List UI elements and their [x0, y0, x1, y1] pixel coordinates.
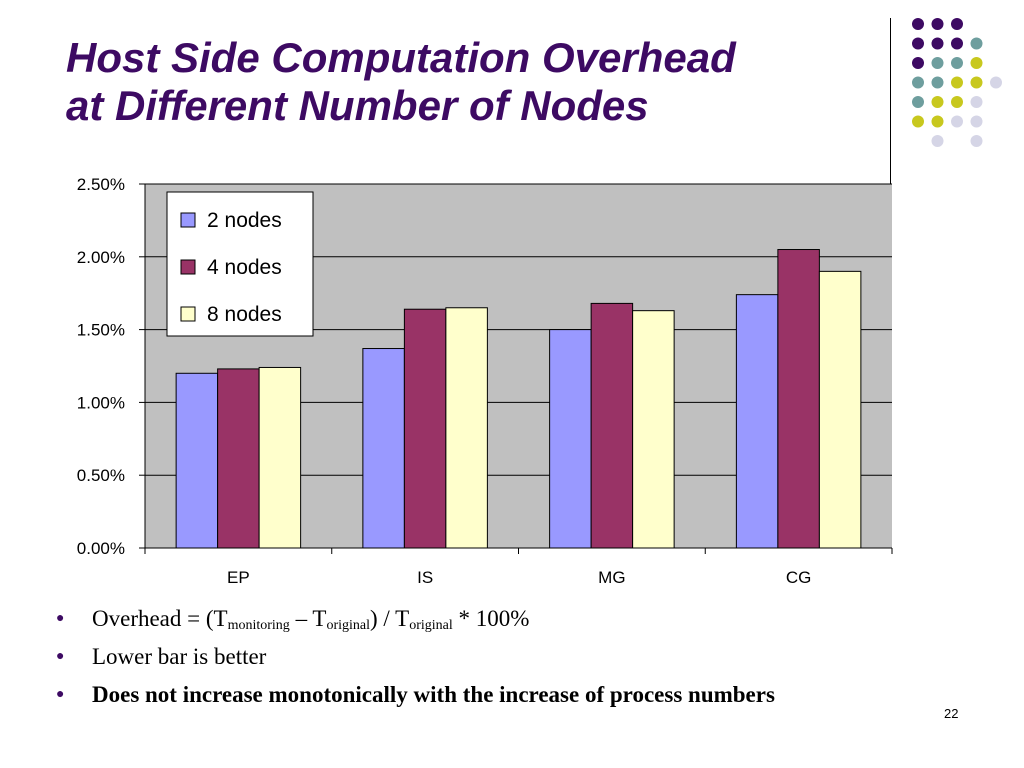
- bar-is-8-nodes: [445, 307, 488, 549]
- bar-is-2-nodes: [362, 348, 405, 549]
- y-tick-label: 0.00%: [77, 539, 125, 558]
- bar-chart: 0.00% 0.50% 1.00% 1.50% 2.00% 2.50% EP IS MG CG 2 …: [77, 175, 893, 587]
- bullet-list: Overhead = (Tmonitoring – Toriginal) / T…: [56, 604, 976, 718]
- bullet-lower-is-better: Lower bar is better: [56, 642, 976, 680]
- decor-dot: [990, 76, 1002, 89]
- bar-mg-8-nodes: [632, 310, 675, 549]
- decor-dot: [912, 96, 924, 108]
- page-number: 22: [944, 706, 959, 721]
- y-tick-label: 2.50%: [77, 175, 125, 194]
- decor-dot: [931, 57, 944, 69]
- decor-dot: [912, 37, 924, 50]
- bar-is-4-nodes: [403, 308, 447, 549]
- y-tick-label: 0.50%: [77, 466, 125, 485]
- decor-dot: [951, 115, 963, 128]
- legend-swatch: [180, 259, 196, 275]
- decor-dot: [970, 57, 983, 69]
- decor-dot: [951, 96, 963, 108]
- decor-dot: [970, 135, 983, 147]
- bar-ep-2-nodes: [175, 372, 219, 549]
- decor-dot: [912, 18, 924, 30]
- legend-swatch: [180, 212, 196, 228]
- bar-cg-4-nodes: [777, 249, 820, 549]
- x-tick-label: MG: [598, 568, 625, 587]
- decor-dot: [912, 76, 924, 89]
- decor-dot: [951, 57, 963, 69]
- decor-dot: [931, 115, 944, 128]
- legend-label: 4 nodes: [207, 256, 282, 279]
- bar-ep-4-nodes: [217, 368, 260, 549]
- bullet-overhead-formula: Overhead = (Tmonitoring – Toriginal) / T…: [56, 604, 976, 642]
- decor-dot: [970, 96, 983, 108]
- x-tick-label: IS: [417, 568, 433, 587]
- bar-mg-4-nodes: [590, 302, 634, 549]
- decor-dot: [970, 115, 983, 128]
- decor-dot: [931, 135, 944, 147]
- title-line-1: Host Side Computation Overhead: [66, 34, 736, 81]
- y-tick-label: 1.00%: [77, 393, 125, 412]
- decor-dot: [912, 57, 924, 69]
- decor-dot: [970, 37, 983, 50]
- decor-dot: [912, 115, 924, 128]
- decor-dot: [951, 18, 963, 30]
- bullet-not-monotonic: Does not increase monotonically with the…: [56, 680, 976, 718]
- decor-dot: [931, 37, 944, 50]
- title-line-2: at Different Number of Nodes: [66, 82, 649, 129]
- decor-dot: [931, 76, 944, 89]
- y-tick-label: 1.50%: [77, 321, 125, 340]
- legend-label: 8 nodes: [207, 303, 282, 326]
- decor-dot: [970, 76, 983, 89]
- legend-label: 2 nodes: [207, 209, 282, 232]
- slide-title: Host Side Computation Overhead at Differ…: [66, 34, 886, 130]
- x-tick-label: EP: [227, 568, 250, 587]
- bar-cg-8-nodes: [818, 270, 862, 549]
- title-divider-line: [890, 18, 891, 184]
- bar-cg-2-nodes: [735, 294, 779, 549]
- bar-ep-8-nodes: [258, 366, 302, 549]
- bar-mg-2-nodes: [549, 329, 592, 549]
- decor-dot: [931, 96, 944, 108]
- y-tick-label: 2.00%: [77, 248, 125, 267]
- x-tick-label: CG: [786, 568, 812, 587]
- legend-swatch: [180, 306, 196, 322]
- decor-dot: [951, 37, 963, 50]
- decor-dot: [931, 18, 944, 30]
- decor-dot: [951, 76, 963, 89]
